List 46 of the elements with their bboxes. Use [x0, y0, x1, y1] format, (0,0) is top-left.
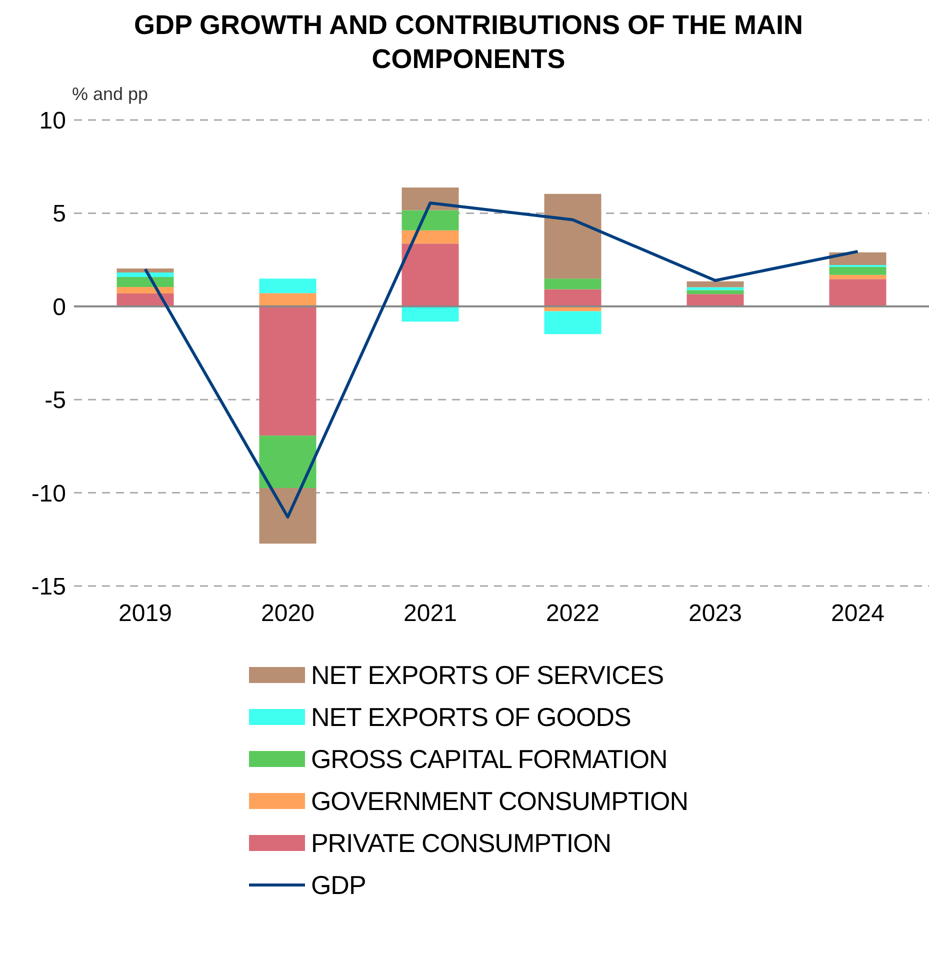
bar	[402, 187, 459, 210]
bar	[544, 311, 602, 334]
bar	[544, 278, 602, 290]
bar	[686, 294, 744, 306]
bar	[116, 287, 174, 294]
x-tick-label: 2019	[118, 600, 172, 628]
y-tick-label: -5	[44, 387, 66, 414]
legend-label: GOVERNMENT CONSUMPTION	[310, 786, 688, 816]
bar	[116, 276, 174, 288]
bar	[544, 289, 602, 306]
bar	[402, 210, 459, 230]
chart-title: GDP GROWTH AND CONTRIBUTIONS OF THE MAIN COMPONENTS	[133, 9, 804, 76]
x-tick-label: 2020	[261, 600, 314, 628]
x-tick-label: 2024	[831, 600, 884, 628]
legend-label: GDP	[310, 870, 366, 900]
bar	[116, 272, 174, 277]
bar	[829, 274, 886, 280]
y-tick-label: 0	[52, 294, 66, 321]
y-tick-label: 10	[39, 108, 66, 135]
y-tick-label: -10	[31, 480, 66, 508]
bar	[259, 278, 316, 294]
bar	[544, 194, 602, 279]
legend-label: PRIVATE CONSUMPTION	[310, 828, 612, 858]
bar	[116, 268, 174, 272]
y-tick-label: 5	[52, 200, 66, 228]
x-tick-label: 2023	[688, 600, 742, 628]
bar	[402, 244, 459, 306]
bar	[829, 279, 886, 306]
x-tick-label: 2021	[404, 600, 457, 628]
bar	[829, 266, 886, 275]
bar	[259, 306, 316, 436]
x-tick-label: 2022	[546, 600, 600, 628]
line-series	[144, 201, 860, 519]
bar	[402, 306, 459, 322]
bar	[259, 436, 316, 488]
bar	[402, 230, 459, 244]
y-tick-label: -15	[31, 574, 66, 601]
y-axis-title: % and pp	[72, 84, 150, 106]
bar	[259, 488, 316, 544]
legend-label: GROSS CAPITAL FORMATION	[310, 744, 668, 774]
legend-label: NET EXPORTS OF SERVICES	[310, 660, 664, 690]
bar	[686, 290, 744, 294]
bar	[686, 281, 744, 288]
bar	[259, 293, 316, 306]
legend-label: NET EXPORTS OF GOODS	[310, 702, 631, 732]
bar	[686, 287, 744, 290]
